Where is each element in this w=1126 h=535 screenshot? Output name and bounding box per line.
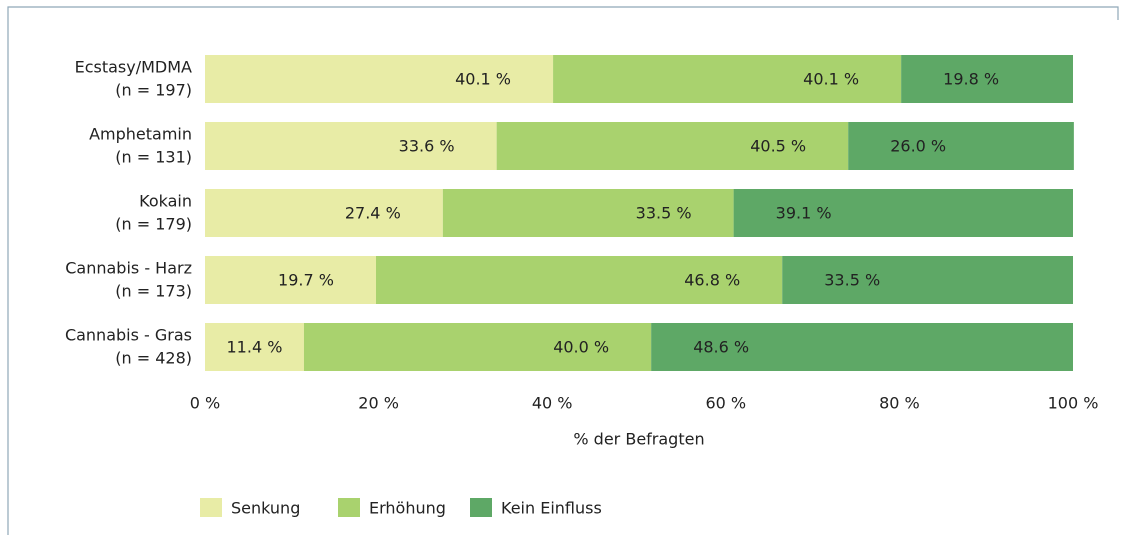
data-label: 40.1 % [455, 70, 511, 89]
frame [7, 6, 1119, 535]
bar-segment [496, 122, 849, 170]
category-note: (n = 428) [115, 349, 192, 368]
legend-label: Erhöhung [369, 499, 446, 518]
data-label: 33.5 % [636, 204, 692, 223]
bar-segment [375, 256, 783, 304]
x-tick-label: 0 % [190, 394, 220, 413]
x-axis-label: % der Befragten [573, 430, 704, 449]
data-label: 33.6 % [399, 137, 455, 156]
data-label: 46.8 % [684, 271, 740, 290]
data-label: 27.4 % [345, 204, 401, 223]
data-label: 19.7 % [278, 271, 334, 290]
category-label: Amphetamin [89, 125, 192, 144]
x-tick-label: 80 % [879, 394, 920, 413]
category-note: (n = 173) [115, 282, 192, 301]
bar-segment [205, 189, 443, 237]
legend-label: Senkung [231, 499, 300, 518]
x-tick-label: 20 % [358, 394, 399, 413]
bar-segment [782, 256, 1073, 304]
bar-segment [205, 122, 497, 170]
data-label: 33.5 % [824, 271, 880, 290]
category-label: Kokain [139, 192, 192, 211]
bar-segment [848, 122, 1074, 170]
category-note: (n = 131) [115, 148, 192, 167]
data-label: 40.0 % [553, 338, 609, 357]
category-label: Cannabis - Gras [65, 326, 192, 345]
bar-segment [303, 323, 652, 371]
bar-segment [442, 189, 734, 237]
legend-swatch [338, 498, 360, 517]
category-note: (n = 179) [115, 215, 192, 234]
bar-segment [901, 55, 1073, 103]
bar-segment [205, 256, 376, 304]
data-label: 19.8 % [943, 70, 999, 89]
x-tick-label: 100 % [1048, 394, 1099, 413]
data-label: 26.0 % [890, 137, 946, 156]
data-label: 48.6 % [693, 338, 749, 357]
legend-swatch [470, 498, 492, 517]
x-tick-label: 60 % [705, 394, 746, 413]
category-label: Ecstasy/MDMA [75, 58, 192, 77]
bar-segment [733, 189, 1073, 237]
category-note: (n = 197) [115, 81, 192, 100]
x-tick-label: 40 % [532, 394, 573, 413]
data-label: 40.1 % [803, 70, 859, 89]
data-label: 40.5 % [750, 137, 806, 156]
category-label: Cannabis - Harz [65, 259, 192, 278]
legend-label: Kein Einfluss [501, 499, 602, 518]
data-label: 39.1 % [776, 204, 832, 223]
bar-segment [553, 55, 902, 103]
data-label: 11.4 % [227, 338, 283, 357]
bar-segment [205, 323, 304, 371]
bar-segment [651, 323, 1073, 371]
legend-swatch [200, 498, 222, 517]
bar-segment [205, 55, 554, 103]
